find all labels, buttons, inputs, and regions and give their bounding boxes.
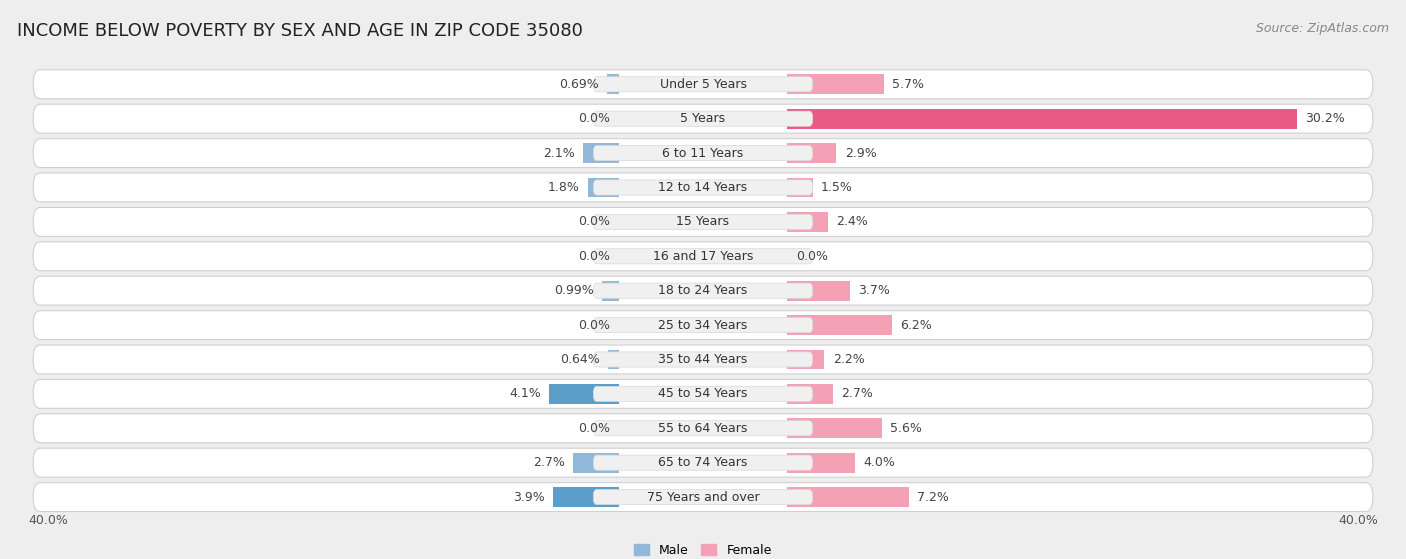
FancyBboxPatch shape (593, 214, 813, 229)
Text: 30.2%: 30.2% (1305, 112, 1346, 125)
Text: 3.7%: 3.7% (858, 284, 890, 297)
Text: Source: ZipAtlas.com: Source: ZipAtlas.com (1256, 22, 1389, 35)
Bar (553, 487, 619, 507)
Bar (787, 74, 883, 94)
Text: 0.0%: 0.0% (578, 250, 610, 263)
FancyBboxPatch shape (593, 455, 813, 470)
Text: 75 Years and over: 75 Years and over (647, 491, 759, 504)
Text: 2.9%: 2.9% (845, 146, 876, 159)
Text: 0.99%: 0.99% (554, 284, 593, 297)
Bar (787, 281, 849, 301)
Bar (583, 143, 619, 163)
Text: 40.0%: 40.0% (28, 514, 67, 527)
Text: 7.2%: 7.2% (917, 491, 949, 504)
Text: 5.6%: 5.6% (890, 422, 922, 435)
FancyBboxPatch shape (34, 242, 1372, 271)
Text: 15 Years: 15 Years (676, 215, 730, 229)
Text: 40.0%: 40.0% (1339, 514, 1378, 527)
Text: 55 to 64 Years: 55 to 64 Years (658, 422, 748, 435)
FancyBboxPatch shape (34, 173, 1372, 202)
Bar (787, 315, 891, 335)
Text: 0.69%: 0.69% (558, 78, 599, 91)
Bar (787, 108, 1296, 129)
Bar (787, 178, 813, 197)
FancyBboxPatch shape (593, 145, 813, 160)
Text: 12 to 14 Years: 12 to 14 Years (658, 181, 748, 194)
Text: 16 and 17 Years: 16 and 17 Years (652, 250, 754, 263)
FancyBboxPatch shape (593, 283, 813, 299)
Text: 65 to 74 Years: 65 to 74 Years (658, 456, 748, 469)
Text: 1.8%: 1.8% (548, 181, 579, 194)
FancyBboxPatch shape (593, 77, 813, 92)
Bar (787, 349, 824, 369)
Bar (574, 453, 619, 473)
FancyBboxPatch shape (34, 70, 1372, 99)
FancyBboxPatch shape (34, 482, 1372, 511)
Bar (787, 143, 837, 163)
Text: 0.0%: 0.0% (578, 215, 610, 229)
Text: 5.7%: 5.7% (891, 78, 924, 91)
FancyBboxPatch shape (34, 139, 1372, 168)
FancyBboxPatch shape (34, 276, 1372, 305)
FancyBboxPatch shape (34, 207, 1372, 236)
Text: INCOME BELOW POVERTY BY SEX AND AGE IN ZIP CODE 35080: INCOME BELOW POVERTY BY SEX AND AGE IN Z… (17, 22, 582, 40)
Bar (787, 212, 828, 232)
Text: 45 to 54 Years: 45 to 54 Years (658, 387, 748, 400)
Text: 0.0%: 0.0% (578, 112, 610, 125)
Text: 0.64%: 0.64% (560, 353, 599, 366)
FancyBboxPatch shape (593, 352, 813, 367)
Text: 4.1%: 4.1% (509, 387, 541, 400)
Text: 35 to 44 Years: 35 to 44 Years (658, 353, 748, 366)
Bar (588, 178, 619, 197)
FancyBboxPatch shape (593, 249, 813, 264)
Text: 6 to 11 Years: 6 to 11 Years (662, 146, 744, 159)
Text: 18 to 24 Years: 18 to 24 Years (658, 284, 748, 297)
FancyBboxPatch shape (34, 104, 1372, 133)
Bar (787, 453, 855, 473)
Text: 2.4%: 2.4% (837, 215, 868, 229)
FancyBboxPatch shape (593, 318, 813, 333)
Text: 1.5%: 1.5% (821, 181, 853, 194)
Bar (787, 384, 832, 404)
FancyBboxPatch shape (34, 414, 1372, 443)
Text: 2.7%: 2.7% (533, 456, 565, 469)
Text: 2.1%: 2.1% (543, 146, 575, 159)
FancyBboxPatch shape (34, 311, 1372, 339)
Text: 2.2%: 2.2% (832, 353, 865, 366)
Text: 4.0%: 4.0% (863, 456, 896, 469)
Text: 2.7%: 2.7% (841, 387, 873, 400)
FancyBboxPatch shape (593, 180, 813, 195)
Text: 25 to 34 Years: 25 to 34 Years (658, 319, 748, 331)
Bar (787, 418, 882, 438)
Text: 0.0%: 0.0% (796, 250, 828, 263)
Bar (787, 487, 908, 507)
Legend: Male, Female: Male, Female (630, 539, 776, 559)
FancyBboxPatch shape (593, 490, 813, 505)
Bar (550, 384, 619, 404)
Bar (602, 281, 619, 301)
FancyBboxPatch shape (34, 380, 1372, 408)
Text: Under 5 Years: Under 5 Years (659, 78, 747, 91)
Bar (607, 349, 619, 369)
Text: 5 Years: 5 Years (681, 112, 725, 125)
Text: 6.2%: 6.2% (900, 319, 932, 331)
Text: 3.9%: 3.9% (513, 491, 544, 504)
FancyBboxPatch shape (593, 421, 813, 436)
FancyBboxPatch shape (593, 111, 813, 126)
Text: 0.0%: 0.0% (578, 319, 610, 331)
FancyBboxPatch shape (593, 386, 813, 401)
FancyBboxPatch shape (34, 448, 1372, 477)
Bar (607, 74, 619, 94)
FancyBboxPatch shape (34, 345, 1372, 374)
Text: 0.0%: 0.0% (578, 422, 610, 435)
